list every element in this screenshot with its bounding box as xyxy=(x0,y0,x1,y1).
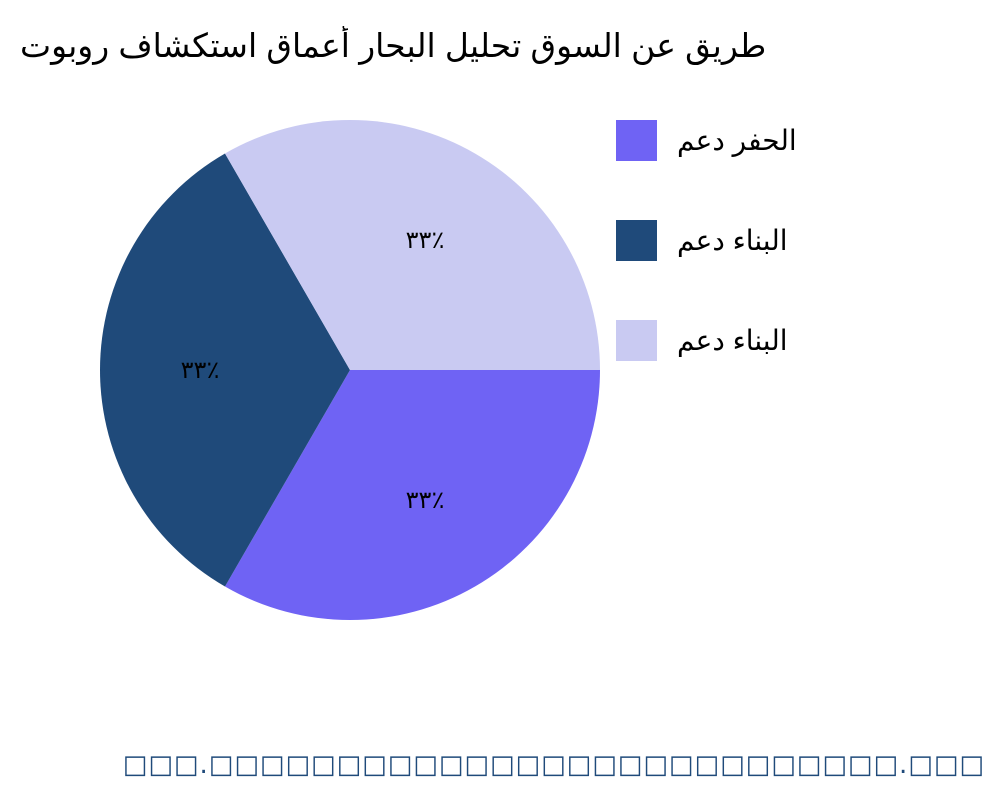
chart-title: روبوت استكشاف أعماق البحار تحليل السوق عن طريق xyxy=(20,26,1000,65)
pie-slice xyxy=(225,370,600,620)
pie-slice xyxy=(225,119,600,370)
word: تحليل xyxy=(444,26,522,65)
watermark: □□□.□□□□□□□□□□□□□□□□□□□□□□□□□□□.□□□ xyxy=(122,750,985,780)
legend-swatch xyxy=(616,120,657,161)
word: استكشاف xyxy=(118,26,258,65)
word: روبوت xyxy=(20,26,110,65)
word: أعماق xyxy=(266,26,350,65)
legend-item: دعم البناء xyxy=(616,220,788,261)
word: دعم xyxy=(677,324,725,357)
legend-label: دعم الحفر xyxy=(677,124,797,157)
legend-swatch xyxy=(616,220,657,261)
legend-label: دعم البناء xyxy=(677,324,788,357)
word: البناء xyxy=(732,224,788,257)
word: دعم xyxy=(677,224,725,257)
slice-label: ٣٣٪ xyxy=(406,486,445,514)
legend-item: دعم البناء xyxy=(616,320,788,361)
word: الحفر xyxy=(732,124,797,157)
word: البحار xyxy=(359,26,436,65)
slice-label: ٣٣٪ xyxy=(181,356,220,384)
word: عن xyxy=(631,26,676,65)
word: طريق xyxy=(685,26,767,65)
legend-item: دعم الحفر xyxy=(616,120,797,161)
slice-label: ٣٣٪ xyxy=(406,226,445,254)
word: السوق xyxy=(530,26,622,65)
word: البناء xyxy=(732,324,788,357)
legend-swatch xyxy=(616,320,657,361)
legend-label: دعم البناء xyxy=(677,224,788,257)
word: دعم xyxy=(677,124,725,157)
